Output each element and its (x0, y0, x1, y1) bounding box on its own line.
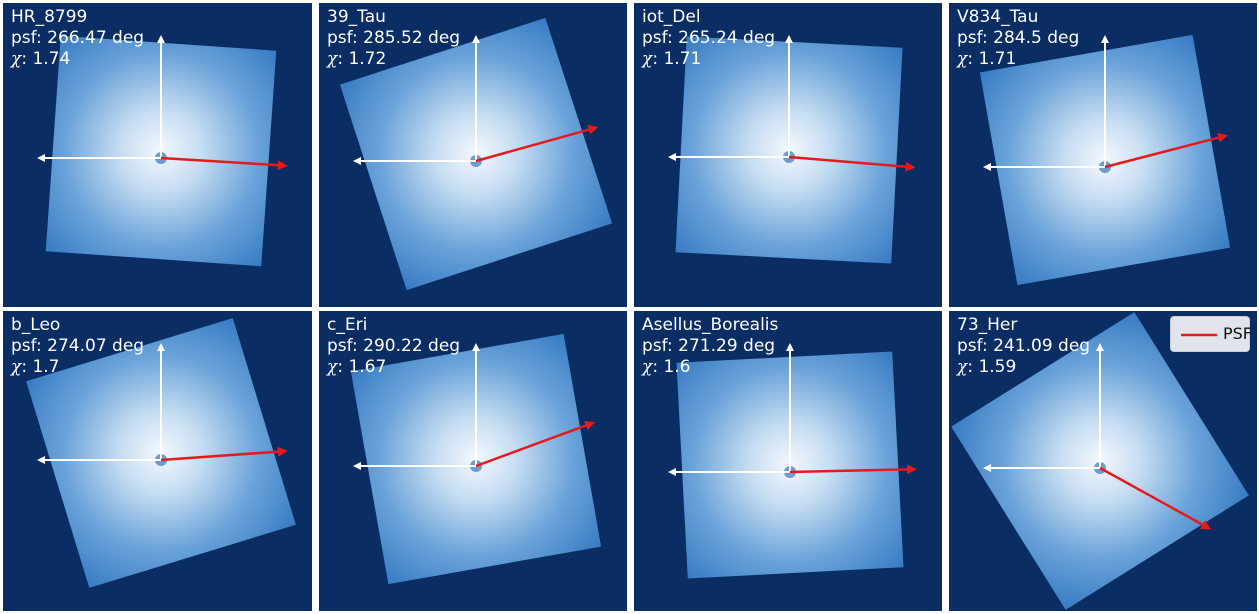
chi-symbol: χ (327, 49, 338, 69)
psf-arrow (160, 156, 288, 171)
legend-line-icon (1181, 333, 1217, 337)
psf-arrow (789, 464, 917, 475)
psf-angle-label: psf: 266.47 deg (11, 28, 145, 48)
panel-label: b_Leo psf: 274.07 deg χ: 1.7 (11, 315, 144, 378)
panel-image (951, 312, 1249, 610)
panel-image (350, 333, 602, 585)
panel-iot-del: iot_Del psf: 265.24 deg χ: 1.71 (634, 3, 942, 307)
chi-symbol: χ (957, 357, 968, 377)
panel-hr-8799: HR_8799 psf: 266.47 deg χ: 1.74 (3, 3, 312, 307)
chi-value: : 1.71 (652, 49, 702, 69)
chi-label: χ: 1.59 (957, 357, 1090, 378)
star-name: V834_Tau (957, 7, 1039, 27)
chi-label: χ: 1.67 (327, 357, 460, 378)
chi-value: : 1.7 (21, 357, 60, 377)
chi-symbol: χ (11, 49, 22, 69)
panel-b-leo: b_Leo psf: 274.07 deg χ: 1.7 (3, 311, 312, 611)
chi-value: : 1.72 (337, 49, 387, 69)
psf-arrow (1099, 466, 1212, 530)
chi-label: χ: 1.7 (11, 357, 144, 378)
psf-arrow (1104, 132, 1228, 169)
star-name: 73_Her (957, 315, 1018, 335)
psf-angle-label: psf: 284.5 deg (957, 28, 1080, 48)
panel-image (339, 17, 613, 291)
psf-angle-label: psf: 285.52 deg (327, 28, 461, 48)
panel-73-her: 73_Her psf: 241.09 deg χ: 1.59 (949, 311, 1257, 611)
panel-v834-tau: V834_Tau psf: 284.5 deg χ: 1.71 (949, 3, 1257, 307)
chi-label: χ: 1.6 (642, 357, 778, 378)
star-name: 39_Tau (327, 7, 386, 27)
legend-label: PSF (1223, 324, 1253, 343)
panel-label: Asellus_Borealis psf: 271.29 deg χ: 1.6 (642, 315, 778, 378)
panel-image (37, 35, 288, 267)
panel-label: 73_Her psf: 241.09 deg χ: 1.59 (957, 315, 1090, 378)
star-name: c_Eri (327, 315, 368, 335)
psf-angle-label: psf: 290.22 deg (327, 336, 461, 356)
psf-angle-label: psf: 241.09 deg (957, 336, 1091, 356)
psf-angle-label: psf: 274.07 deg (11, 336, 145, 356)
panel-image (668, 343, 917, 579)
psf-arrow (475, 124, 599, 163)
chi-label: χ: 1.72 (327, 49, 460, 70)
panel-label: 39_Tau psf: 285.52 deg χ: 1.72 (327, 7, 460, 70)
psf-arrow (788, 155, 916, 172)
chi-symbol: χ (327, 357, 338, 377)
chi-value: : 1.71 (967, 49, 1017, 69)
chi-value: : 1.59 (967, 357, 1017, 377)
star-name: b_Leo (11, 315, 61, 335)
chi-value: : 1.74 (21, 49, 71, 69)
panel-asellus-borealis: Asellus_Borealis psf: 271.29 deg χ: 1.6 (634, 311, 942, 611)
chi-label: χ: 1.71 (957, 49, 1079, 70)
panel-label: HR_8799 psf: 266.47 deg χ: 1.74 (11, 7, 144, 70)
chi-symbol: χ (642, 357, 653, 377)
star-name: Asellus_Borealis (642, 315, 779, 335)
panel-label: V834_Tau psf: 284.5 deg χ: 1.71 (957, 7, 1079, 70)
star-name: iot_Del (642, 7, 701, 27)
chi-value: : 1.67 (337, 357, 387, 377)
psf-arrow (475, 420, 596, 468)
panel-image (26, 318, 296, 588)
psf-arrow (160, 446, 288, 462)
panel-label: iot_Del psf: 265.24 deg χ: 1.71 (642, 7, 775, 70)
panel-image (979, 34, 1231, 286)
chi-label: χ: 1.71 (642, 49, 775, 70)
panel-c-eri: c_Eri psf: 290.22 deg χ: 1.67 (319, 311, 627, 611)
psf-angle-label: psf: 271.29 deg (642, 336, 776, 356)
chi-symbol: χ (11, 357, 22, 377)
chi-label: χ: 1.74 (11, 49, 144, 70)
chi-value: : 1.6 (652, 357, 691, 377)
panel-image (668, 35, 916, 264)
chi-symbol: χ (957, 49, 968, 69)
legend: PSF (1170, 316, 1253, 352)
chi-symbol: χ (642, 49, 653, 69)
panel-label: c_Eri psf: 290.22 deg χ: 1.67 (327, 315, 460, 378)
psf-angle-label: psf: 265.24 deg (642, 28, 776, 48)
star-name: HR_8799 (11, 7, 88, 27)
panel-39-tau: 39_Tau psf: 285.52 deg χ: 1.72 (319, 3, 627, 307)
